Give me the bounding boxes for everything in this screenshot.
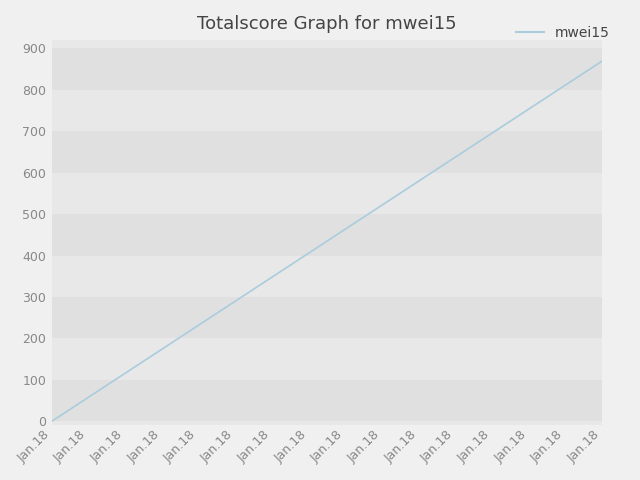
mwei15 (81, 396, 89, 402)
mwei15 (195, 323, 202, 328)
Bar (52, 214, 602, 255)
mwei15 (150, 351, 158, 357)
Line: mwei15: mwei15 (52, 61, 602, 421)
Bar (52, 48, 602, 90)
mwei15 (70, 404, 78, 409)
Bar (52, 380, 602, 421)
mwei15 (571, 76, 579, 82)
Bar (52, 90, 602, 131)
Bar (52, 131, 602, 173)
Bar (52, 338, 602, 380)
Bar (52, 173, 602, 214)
Bar (52, 255, 602, 297)
mwei15 (48, 419, 56, 424)
Title: Totalscore Graph for mwei15: Totalscore Graph for mwei15 (197, 15, 457, 33)
mwei15 (552, 89, 559, 95)
Bar (52, 297, 602, 338)
mwei15 (598, 58, 606, 64)
Legend: mwei15: mwei15 (510, 20, 615, 45)
